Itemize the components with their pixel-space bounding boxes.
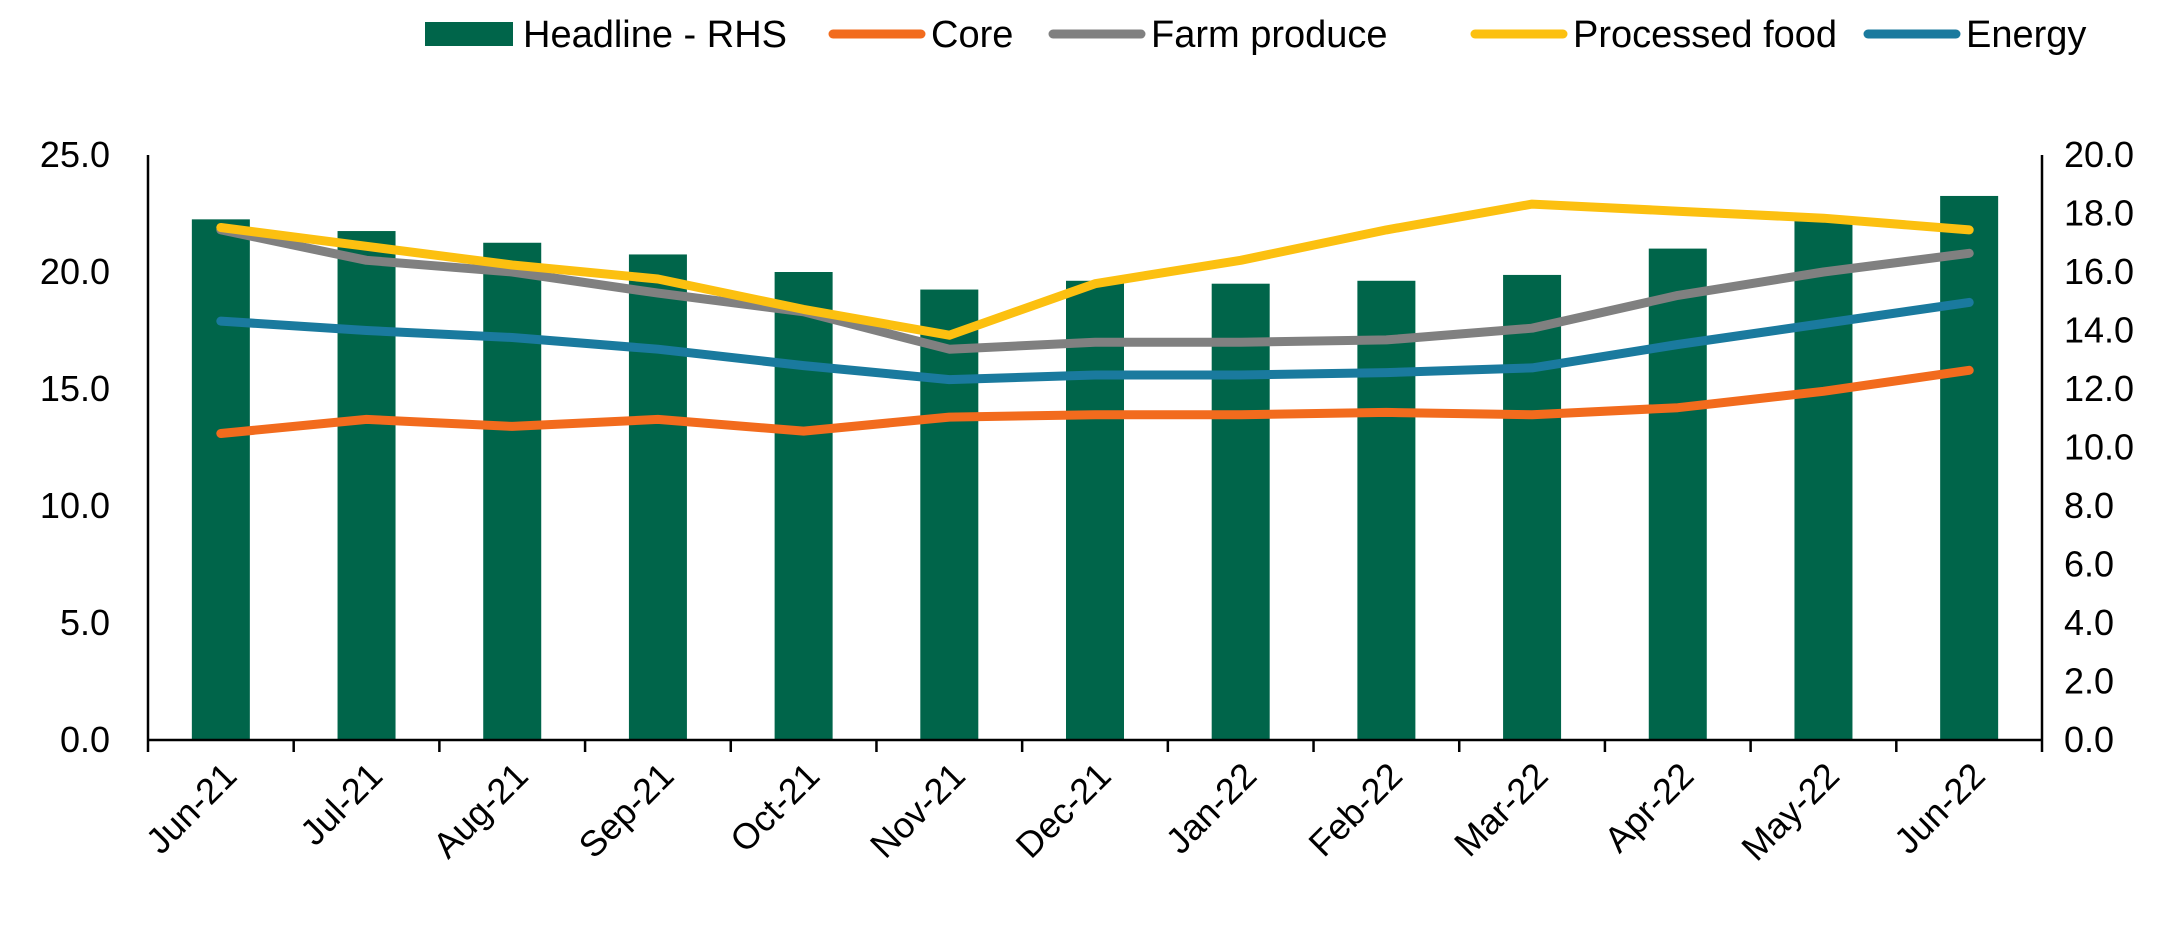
bar-headline-jun-22 [1940, 195, 1999, 740]
bar-headline-sep-21 [628, 254, 687, 740]
right-axis-tick-label: 4.0 [2064, 602, 2114, 643]
bar-headline-oct-21 [774, 272, 833, 740]
legend-label: Processed food [1573, 14, 1837, 56]
x-axis-label-jan-22: Jan-22 [1158, 755, 1265, 862]
bar-headline-jan-22 [1211, 283, 1270, 740]
right-axis-tick-label: 14.0 [2064, 310, 2134, 351]
bar-series-layer [191, 195, 1999, 741]
left-axis-tick-label: 5.0 [60, 602, 110, 643]
x-axis-label-apr-22: Apr-22 [1596, 755, 1701, 860]
bar-headline-jul-21 [337, 231, 396, 741]
right-axis-tick-label: 12.0 [2064, 368, 2134, 409]
bar-headline-dec-21 [1066, 280, 1124, 740]
x-axis-label-jun-21: Jun-21 [138, 755, 245, 862]
legend-label: Core [931, 14, 1013, 56]
bar-headline-may-22 [1794, 219, 1853, 741]
right-axis-tick-label: 16.0 [2064, 251, 2134, 292]
right-axis-tick-label: 2.0 [2064, 661, 2114, 702]
right-axis-tick-label: 6.0 [2064, 544, 2114, 585]
x-axis-label-aug-21: Aug-21 [425, 755, 536, 866]
left-axis-tick-label: 0.0 [60, 719, 110, 760]
bar-headline-aug-21 [483, 242, 542, 740]
x-axis-label-sep-21: Sep-21 [570, 755, 681, 866]
bar-headline-feb-22 [1357, 280, 1416, 740]
legend-label: Headline - RHS [523, 14, 787, 56]
x-axis-label-dec-21: Dec-21 [1008, 755, 1119, 866]
bar-headline-jun-21 [191, 219, 250, 741]
bar-headline-nov-21 [920, 289, 979, 740]
legend-swatch-bar [425, 22, 513, 46]
bar-headline-apr-22 [1648, 248, 1707, 740]
right-axis-tick-label: 10.0 [2064, 427, 2134, 468]
legend-item-farm-produce: Farm produce [1048, 14, 1388, 56]
legend-item-energy: Energy [1863, 14, 2086, 56]
x-axis-label-jun-22: Jun-22 [1886, 755, 1993, 862]
left-axis-tick-label: 25.0 [40, 134, 110, 175]
x-axis-label-jul-21: Jul-21 [292, 755, 390, 853]
series-line-energy [216, 297, 1974, 385]
series-line-core [216, 365, 1974, 438]
x-axis-label-mar-22: Mar-22 [1446, 755, 1556, 865]
x-axis-label-feb-22: Feb-22 [1300, 755, 1410, 865]
x-axis-label-may-22: May-22 [1733, 755, 1847, 869]
x-axis-label-nov-21: Nov-21 [862, 755, 973, 866]
legend-label: Energy [1966, 14, 2086, 56]
bar-headline-mar-22 [1503, 274, 1562, 740]
line-series-layer [216, 199, 1974, 438]
legend-label: Farm produce [1151, 14, 1388, 56]
legend: Headline - RHS Core Farm produce Processed … [425, 14, 2086, 56]
x-axis-label-oct-21: Oct-21 [722, 755, 827, 860]
right-axis-tick-label: 20.0 [2064, 134, 2134, 175]
legend-item-processed-food: Processed food [1470, 14, 1837, 56]
left-axis-tick-label: 15.0 [40, 368, 110, 409]
right-axis-tick-label: 8.0 [2064, 485, 2114, 526]
left-axis-tick-label: 20.0 [40, 251, 110, 292]
left-axis-tick-label: 10.0 [40, 485, 110, 526]
legend-item-core: Core [828, 14, 1013, 56]
legend-item-headline-rhs: Headline - RHS [425, 14, 787, 56]
series-line-processed-food [216, 199, 1974, 340]
right-axis-tick-label: 0.0 [2064, 719, 2114, 760]
series-line-farm-produce [216, 225, 1974, 354]
right-axis-tick-label: 18.0 [2064, 193, 2134, 234]
